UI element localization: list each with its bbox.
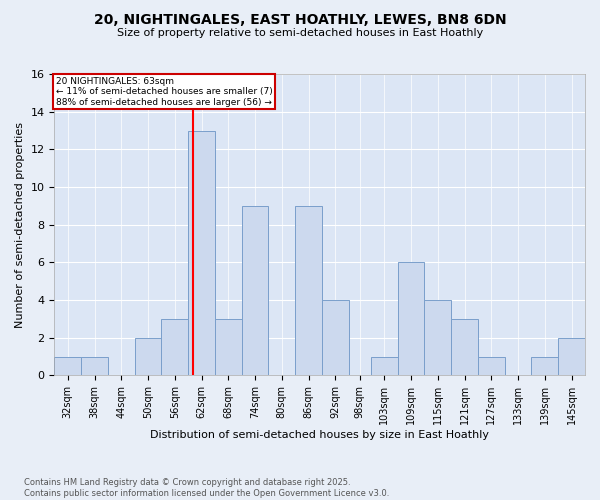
Text: 20, NIGHTINGALES, EAST HOATHLY, LEWES, BN8 6DN: 20, NIGHTINGALES, EAST HOATHLY, LEWES, B… — [94, 12, 506, 26]
Y-axis label: Number of semi-detached properties: Number of semi-detached properties — [15, 122, 25, 328]
Text: Size of property relative to semi-detached houses in East Hoathly: Size of property relative to semi-detach… — [117, 28, 483, 38]
Bar — [478, 356, 505, 376]
Bar — [398, 262, 424, 376]
Bar — [134, 338, 161, 376]
Bar — [424, 300, 451, 376]
Bar — [451, 319, 478, 376]
Bar — [322, 300, 349, 376]
Bar — [532, 356, 558, 376]
Text: 20 NIGHTINGALES: 63sqm
← 11% of semi-detached houses are smaller (7)
88% of semi: 20 NIGHTINGALES: 63sqm ← 11% of semi-det… — [56, 77, 272, 106]
Bar — [558, 338, 585, 376]
Bar — [371, 356, 398, 376]
Bar — [161, 319, 188, 376]
Text: Contains HM Land Registry data © Crown copyright and database right 2025.
Contai: Contains HM Land Registry data © Crown c… — [24, 478, 389, 498]
X-axis label: Distribution of semi-detached houses by size in East Hoathly: Distribution of semi-detached houses by … — [150, 430, 489, 440]
Bar — [188, 130, 215, 376]
Bar — [242, 206, 268, 376]
Bar — [295, 206, 322, 376]
Bar — [215, 319, 242, 376]
Bar — [55, 356, 81, 376]
Bar — [81, 356, 108, 376]
